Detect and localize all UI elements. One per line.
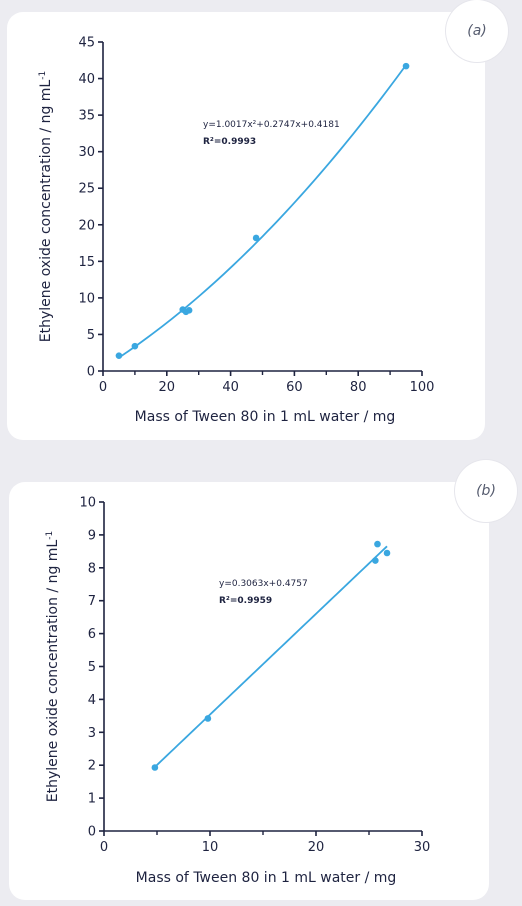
- chart-b-y-tick-label: 1: [88, 792, 96, 807]
- chart-a-x-tick-label: 100: [410, 380, 435, 395]
- chart-b-x-axis-title: Mass of Tween 80 in 1 mL water / mg: [136, 870, 397, 886]
- chart-b-x-tick-label: 10: [202, 840, 219, 855]
- chart-b-data-point: [151, 764, 159, 771]
- chart-b-data-point: [383, 549, 391, 557]
- chart-b-y-tick-label: 4: [88, 693, 96, 708]
- chart-b-y-tick-label: 6: [88, 627, 96, 642]
- chart-a-data-point: [185, 307, 193, 314]
- chart-a-x-tick-label: 40: [222, 380, 239, 395]
- chart-a-fit-line: [118, 64, 407, 359]
- chart-a-data-point: [402, 62, 410, 70]
- chart-b-data-point: [204, 715, 212, 722]
- chart-a-r-squared: R²=0.9993: [203, 137, 256, 147]
- chart-b-data-point: [374, 540, 381, 548]
- chart-b-y-tick-label: 3: [88, 726, 96, 741]
- chart-b-y-tick-label: 5: [88, 660, 96, 675]
- chart-a-y-tick-label: 30: [78, 145, 95, 160]
- chart-a-y-tick-label: 15: [78, 255, 95, 270]
- panel-label-b: (b): [455, 460, 517, 522]
- chart-b-y-tick-label: 9: [88, 528, 96, 543]
- chart-b-y-tick-label: 10: [79, 496, 96, 511]
- chart-a-data-point: [115, 352, 123, 359]
- chart-b-x-tick-label: 20: [308, 840, 325, 855]
- chart-a-data-point: [252, 234, 260, 242]
- chart-b-y-tick-label: 7: [88, 594, 96, 609]
- chart-b-y-tick-label: 8: [88, 561, 96, 576]
- chart-b-y-tick-label: 2: [88, 759, 96, 774]
- chart-a-y-tick-label: 35: [78, 109, 95, 124]
- chart-a-x-tick-label: 60: [286, 380, 303, 395]
- chart-a-x-axis-title: Mass of Tween 80 in 1 mL water / mg: [135, 409, 396, 425]
- chart-b-x-tick-label: 30: [414, 840, 431, 855]
- chart-a-y-tick-label: 20: [78, 218, 95, 233]
- chart-b-r-squared: R²=0.9959: [219, 596, 272, 606]
- chart-a-x-tick-label: 0: [99, 380, 107, 395]
- chart-b-x-tick-label: 0: [100, 840, 108, 855]
- chart-a-y-tick-label: 10: [78, 291, 95, 306]
- chart-a-equation: y=1.0017x²+0.2747x+0.4181: [203, 120, 340, 130]
- chart-a-y-tick-label: 0: [87, 365, 95, 380]
- chart-a-y-tick-label: 45: [78, 36, 95, 51]
- chart-b-equation: y=0.3063x+0.4757: [219, 579, 308, 589]
- chart-b-data-point: [372, 557, 379, 564]
- chart-a-y-tick-label: 40: [78, 72, 95, 87]
- chart-a-y-tick-label: 25: [78, 182, 95, 197]
- chart-a-y-axis-title: Ethylene oxide concentration / ng mL-1: [38, 71, 54, 342]
- panel-label-a: (a): [446, 0, 508, 62]
- chart-a-data-point: [131, 342, 139, 350]
- chart-b-fit-line: [154, 545, 388, 768]
- chart-a-y-tick-label: 5: [87, 328, 95, 343]
- chart-a-x-tick-label: 20: [159, 380, 176, 395]
- chart-b-y-tick-label: 0: [88, 825, 96, 840]
- chart-a-x-tick-label: 80: [350, 380, 367, 395]
- chart-panel-a: [7, 12, 485, 440]
- chart-b-y-axis-title: Ethylene oxide concentration / ng mL-1: [45, 531, 61, 802]
